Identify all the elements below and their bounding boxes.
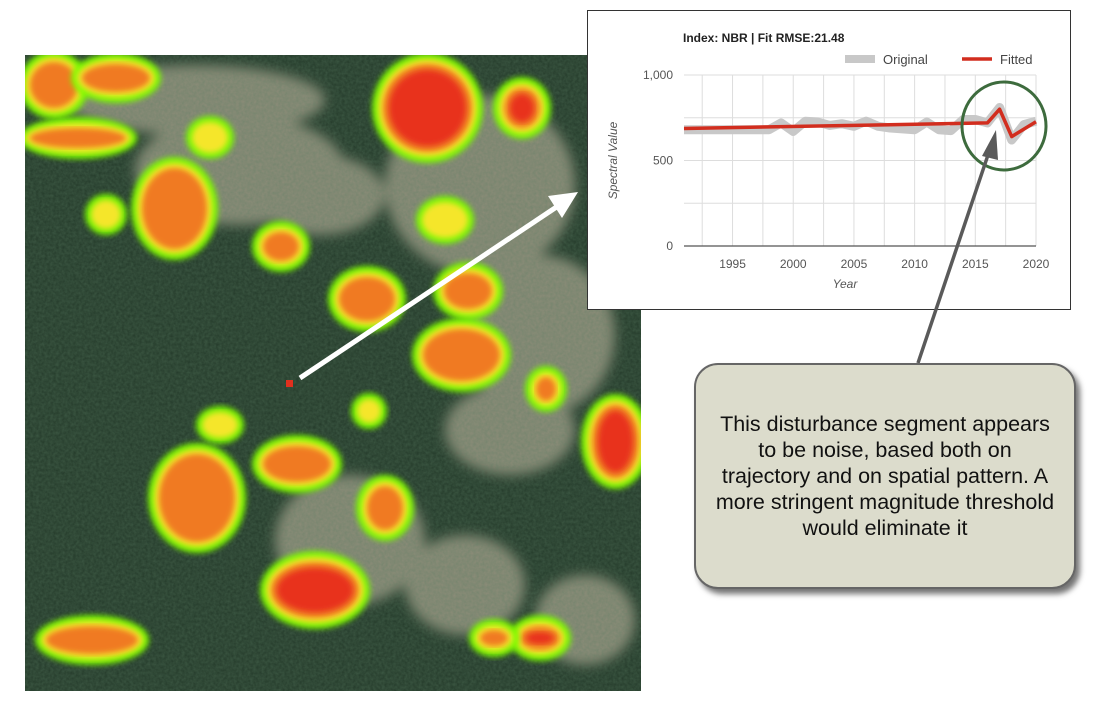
trajectory-chart-panel: Index: NBR | Fit RMSE:21.48 0 500 1,000 199… [587, 10, 1071, 310]
annotation-callout: This disturbance segment appears to be n… [694, 363, 1076, 589]
disturbance-patch [493, 77, 551, 139]
disturbance-patch [581, 394, 641, 489]
disturbance-magnitude-map [25, 55, 641, 691]
disturbance-patch [71, 55, 161, 103]
disturbance-patch [252, 221, 310, 272]
disturbance-patch [260, 551, 370, 629]
disturbance-patch [148, 443, 246, 553]
selected-pixel[interactable] [286, 380, 293, 387]
disturbance-patch [25, 117, 137, 159]
disturbance-patch [416, 196, 474, 244]
disturbance-patch [35, 615, 149, 665]
y-axis-label: Spectral Value [606, 121, 620, 199]
disturbance-patch [328, 266, 406, 332]
x-tick-label: 2000 [780, 257, 807, 271]
disturbance-patch [433, 262, 503, 320]
legend-label: Original [883, 52, 928, 67]
disturbance-patch [252, 435, 342, 493]
disturbance-patch [196, 406, 244, 444]
disturbance-patch [186, 116, 234, 159]
disturbance-patch [85, 194, 127, 235]
x-tick-label: 2010 [901, 257, 928, 271]
chart-title: Index: NBR | Fit RMSE:21.48 [683, 31, 845, 45]
disturbance-patch [372, 55, 483, 163]
x-axis-label: Year [833, 277, 859, 291]
x-tick-label: 2015 [962, 257, 989, 271]
trajectory-chart: 0 500 1,000 1995 2000 2005 2010 2015 2020 Year Spe… [606, 52, 1050, 291]
disturbance-patch [351, 393, 387, 429]
disturbance-patch [509, 615, 571, 661]
disturbance-patch [469, 619, 519, 657]
callout-text: This disturbance segment appears to be n… [715, 412, 1055, 540]
x-tick-label: 2005 [841, 257, 868, 271]
x-tick-label: 1995 [719, 257, 746, 271]
disturbance-patch [412, 318, 511, 392]
disturbance-patch [131, 157, 218, 260]
legend-label: Fitted [1000, 52, 1033, 67]
y-tick-label: 500 [653, 154, 673, 168]
disturbance-patch [356, 475, 414, 541]
y-tick-label: 0 [666, 239, 673, 253]
x-tick-label: 2020 [1023, 257, 1050, 271]
disturbance-patch [525, 366, 567, 412]
y-tick-label: 1,000 [643, 68, 673, 82]
